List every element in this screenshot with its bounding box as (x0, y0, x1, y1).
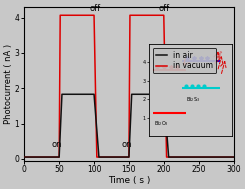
Text: on: on (122, 140, 132, 149)
Y-axis label: Photocurrent ( nA ): Photocurrent ( nA ) (4, 44, 13, 124)
Text: off: off (159, 5, 170, 13)
X-axis label: Time ( s ): Time ( s ) (108, 176, 150, 185)
Legend: in air, in vacuum: in air, in vacuum (153, 48, 216, 74)
Text: off: off (89, 5, 100, 13)
Text: on: on (52, 140, 62, 149)
